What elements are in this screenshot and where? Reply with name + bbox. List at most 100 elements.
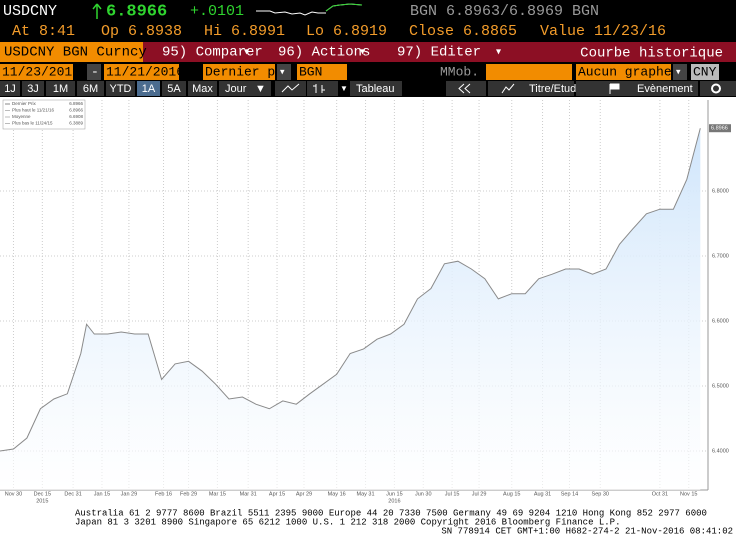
table-button: Tableau xyxy=(356,83,395,95)
x-tick-label: Nov 15 xyxy=(680,491,697,497)
footer-bg xyxy=(0,506,736,552)
button[interactable] xyxy=(137,81,160,96)
dropdown-caret: ▼ xyxy=(340,84,348,93)
period-label: YTD xyxy=(110,83,132,95)
footer-line: SN 778914 CET GMT+1:00 H682-274-2 21-Nov… xyxy=(441,526,733,536)
input[interactable] xyxy=(691,64,719,80)
plot: 6.4000 6.5000 6.6000 6.7000 6.8000 Nov 30 Dec … xyxy=(0,99,731,504)
input[interactable] xyxy=(297,64,347,80)
start-date: 11/23/2015 xyxy=(2,64,80,79)
bid-ask: BGN 6.8963/6.8969 BGN xyxy=(410,3,599,20)
period-buttons: 1J 3J 1M 6M YTD 1A 5A Max xyxy=(0,81,217,96)
sep-box xyxy=(87,64,101,80)
x-tick-label: Aug 31 xyxy=(534,491,551,497)
x-tick-label: Jul 29 xyxy=(472,491,487,497)
x-tick-label: Jun 30 xyxy=(415,491,432,497)
footer-line: Australia 61 2 9777 8600 Brazil 5511 239… xyxy=(75,508,707,518)
y-tick-label: 6.6000 xyxy=(712,318,729,324)
period-label: 1J xyxy=(4,83,16,95)
high: Hi 6.8991 xyxy=(204,23,285,40)
x-tick-label: Aug 15 xyxy=(503,491,520,497)
legend-value: 6.6908 xyxy=(69,114,83,119)
menu-item[interactable]: 97) Editer xyxy=(397,45,481,61)
legend-box xyxy=(2,99,86,130)
line-icon xyxy=(281,83,300,93)
legend-value: 6.8966 xyxy=(69,101,83,106)
ticker: USDCNY xyxy=(3,3,57,20)
dropdown-caret: ▾ xyxy=(280,66,285,76)
x-tick-label: May 16 xyxy=(328,491,346,497)
field: Dernier pri xyxy=(205,64,291,79)
x-tick-label: Jan 29 xyxy=(121,491,138,497)
button[interactable] xyxy=(350,81,402,96)
change: +.0101 xyxy=(190,3,244,20)
open: Op 6.8938 xyxy=(101,23,182,40)
button[interactable] xyxy=(700,81,736,96)
x-year-label: 2015 xyxy=(36,498,48,504)
dropdown-caret: ▾ xyxy=(360,47,365,58)
menu-item[interactable]: 96) Actions xyxy=(278,45,370,61)
period-label: 3J xyxy=(27,83,39,95)
low: Lo 6.8919 xyxy=(306,23,387,40)
button[interactable] xyxy=(0,81,20,96)
period-label: 1A xyxy=(142,83,156,95)
button[interactable] xyxy=(77,81,104,96)
y-tick-label: 6.7000 xyxy=(712,253,729,259)
legend-label: Plus bas le 11/24/15 xyxy=(12,121,53,126)
dropdown-caret: ▾ xyxy=(676,66,681,76)
button[interactable] xyxy=(162,81,186,96)
y-tick-label: 6.8000 xyxy=(712,188,729,194)
input[interactable] xyxy=(104,64,179,80)
input[interactable] xyxy=(0,64,73,80)
area xyxy=(0,128,701,490)
x-tick-label: Feb 29 xyxy=(180,491,197,497)
event-button: Evènement xyxy=(637,83,693,95)
dropdown-caret: ▾ xyxy=(244,47,249,58)
dropdown-caret: ▾ xyxy=(496,47,501,58)
source: BGN xyxy=(299,64,322,79)
bar-icon xyxy=(313,84,325,93)
x-tick-label: Jul 15 xyxy=(445,491,460,497)
security-box[interactable] xyxy=(0,42,143,62)
button[interactable] xyxy=(488,81,574,96)
input[interactable] xyxy=(576,64,671,80)
overlay: Aucun graphe i xyxy=(578,64,687,79)
last-price: 6.8966 xyxy=(106,2,167,21)
button[interactable] xyxy=(446,81,486,96)
x-tick-label: Sep 30 xyxy=(592,491,609,497)
button[interactable] xyxy=(188,81,217,96)
legend-label: Plus haut le 11/21/16 xyxy=(12,108,54,113)
input[interactable] xyxy=(203,64,275,80)
x-tick-label: Apr 15 xyxy=(269,491,285,497)
end-date: 11/21/2016 xyxy=(106,64,184,79)
y-tick-label: 6.4000 xyxy=(712,448,729,454)
x-tick-label: Feb 16 xyxy=(155,491,172,497)
button[interactable] xyxy=(22,81,44,96)
button[interactable] xyxy=(46,81,75,96)
mmob: MMob. xyxy=(440,64,479,79)
dropdown[interactable] xyxy=(277,64,291,80)
x-tick-label: May 31 xyxy=(357,491,375,497)
button[interactable] xyxy=(106,81,135,96)
button[interactable] xyxy=(576,81,698,96)
price-line xyxy=(0,128,701,452)
period-label: 6M xyxy=(83,83,98,95)
settings-icon xyxy=(711,83,721,94)
button[interactable] xyxy=(219,81,271,96)
security: USDCNY BGN Curncy xyxy=(4,45,147,61)
separator: - xyxy=(91,64,99,79)
input[interactable] xyxy=(486,64,572,80)
menu-item[interactable]: 95) Comparer xyxy=(162,45,263,61)
period-label: 5A xyxy=(167,83,181,95)
currency: CNY xyxy=(693,64,717,79)
x-tick-label: Sep 14 xyxy=(561,491,578,497)
x-tick-label: Oct 31 xyxy=(652,491,668,497)
dropdown[interactable] xyxy=(673,64,687,80)
time: At 8:41 xyxy=(12,23,75,40)
up-arrow xyxy=(92,3,102,19)
footer-line: Japan 81 3 3201 8900 Singapore 65 6212 1… xyxy=(75,517,621,527)
flag-icon xyxy=(609,83,620,94)
legend-label: Moyenne xyxy=(12,114,31,119)
x-tick-label: Nov 30 xyxy=(5,491,22,497)
